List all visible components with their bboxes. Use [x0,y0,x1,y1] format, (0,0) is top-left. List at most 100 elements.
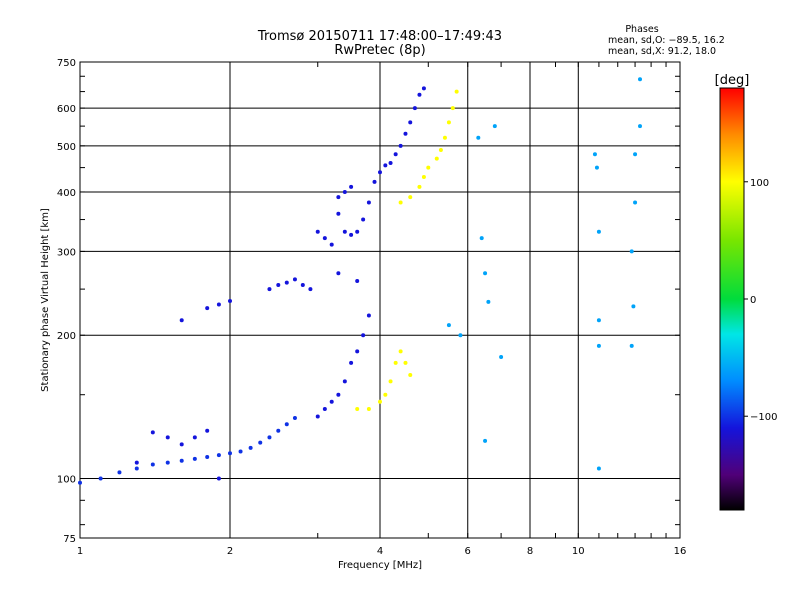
data-point [342,229,347,234]
x-tick-label: 16 [674,546,687,557]
data-point [476,135,481,140]
phases-heading: Phases [625,24,658,35]
data-point [454,89,459,94]
data-point [248,445,253,450]
data-point [417,92,422,97]
x-tick-label: 6 [465,546,471,557]
data-point [329,399,334,404]
data-point [336,211,341,216]
data-point [349,360,354,365]
data-point [216,453,221,458]
data-point [165,460,170,465]
data-point [403,131,408,136]
colorbar: [deg] 100 0 −100 [715,73,777,511]
colorbar-bar [719,87,745,511]
data-point [292,416,297,421]
plot-area: 1 2 4 6 8 10 16 75 100 200 300 400 500 600 750 [57,58,686,557]
data-point [434,156,439,161]
x-tick-label: 10 [572,546,585,557]
data-point [479,236,484,241]
data-point [165,435,170,440]
data-point [336,271,341,276]
data-point [336,195,341,200]
data-point [483,438,488,443]
y-axis-label: Stationary phase Virtual Height [km] [40,208,51,392]
data-point [315,414,320,419]
colorbar-tick-label: −100 [750,412,777,423]
data-point [322,236,327,241]
data-point [315,229,320,234]
data-point [179,318,184,323]
data-point [267,287,272,292]
data-point [378,399,382,404]
y-tick-label: 750 [57,58,76,69]
y-tick-label: 200 [57,331,76,342]
data-point [228,299,232,304]
data-point [336,392,341,397]
data-point [596,229,601,234]
data-point [446,120,451,125]
data-point [78,480,82,485]
colorbar-tick-label: 100 [750,178,769,189]
data-point [412,106,417,111]
data-points [78,77,643,485]
data-point [383,163,388,168]
data-point [372,179,377,184]
data-point [205,306,210,311]
grid [80,62,680,538]
data-point [450,106,455,111]
colorbar-label: [deg] [715,73,750,88]
y-tick-label: 600 [57,104,76,115]
data-point [322,406,327,411]
plot-frame [79,61,681,539]
data-point [442,135,447,140]
data-point [349,184,354,189]
data-point [378,170,382,175]
x-tick-label: 1 [77,546,83,557]
data-point [216,476,221,481]
data-point [308,287,313,292]
x-axis-label: Frequency [MHz] [338,560,422,571]
data-point [366,406,371,411]
data-point [596,466,601,471]
data-point [228,451,232,456]
data-point [258,440,263,445]
data-point [393,152,398,157]
data-point [349,232,354,237]
data-point [205,454,210,459]
x-tick-label: 8 [527,546,533,557]
data-point [446,323,451,328]
data-point [638,124,643,129]
data-point [205,428,210,433]
data-point [150,462,155,467]
data-point [483,271,488,276]
data-point [403,360,408,365]
data-point [276,283,281,288]
data-point [300,283,305,288]
data-point [366,313,371,318]
data-point [238,449,243,454]
data-point [134,460,139,465]
y-tick-label: 300 [57,247,76,258]
data-point [117,470,122,475]
data-point [421,174,426,179]
data-point [398,349,403,354]
data-point [633,200,638,205]
data-point [629,249,634,254]
data-point [398,200,403,205]
data-point [150,430,155,435]
y-tick-label: 500 [57,142,76,153]
data-point [284,280,289,285]
data-point [329,242,334,247]
data-point [361,333,366,338]
chart-title: Tromsø 20150711 17:48:00–17:49:43 [257,29,502,44]
data-point [342,189,347,194]
data-point [631,304,636,309]
data-point [284,422,289,427]
data-point [179,442,184,447]
data-point [408,120,413,125]
data-point [596,343,601,348]
data-point [276,428,281,433]
y-tick-label: 400 [57,188,76,199]
data-point [633,152,638,157]
